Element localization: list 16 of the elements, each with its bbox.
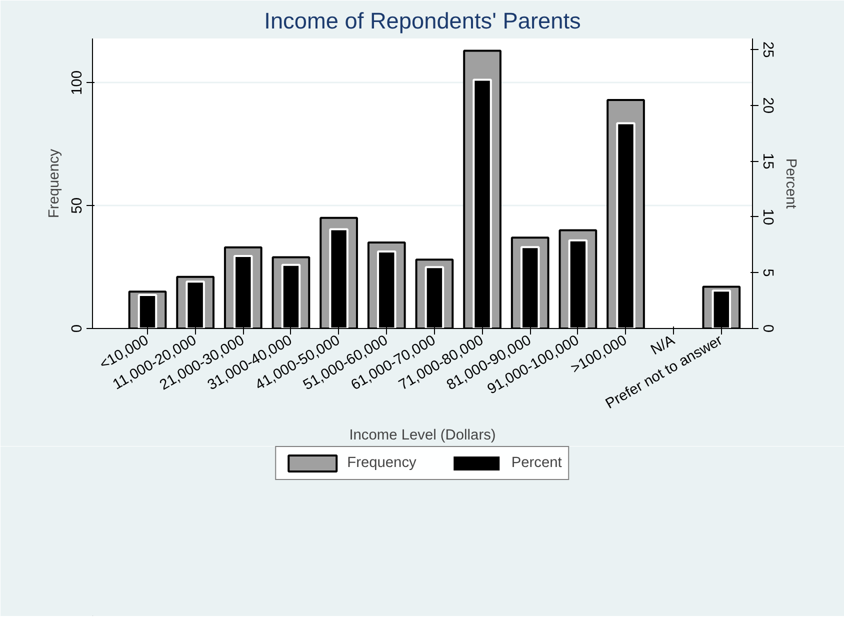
y-axis-title: Frequency: [46, 148, 62, 218]
x-tick-label: N/A: [648, 332, 678, 359]
y2-axis-title: Percent: [782, 158, 798, 209]
y-tick-label: 50: [70, 197, 86, 214]
y2-tick-label: 0: [760, 324, 776, 333]
legend-label: Frequency: [347, 455, 416, 471]
y2-tick-label: 5: [760, 268, 776, 277]
y2-tick-label: 20: [760, 97, 776, 114]
x-axis-title: Income Level (Dollars): [349, 427, 496, 444]
y2-tick-label: 25: [760, 42, 776, 58]
y-tick-label: 0: [70, 324, 86, 333]
chart-title: Income of Repondents' Parents: [264, 8, 581, 34]
y2-tick-label: 10: [760, 208, 776, 226]
y-tick-label: 100: [70, 70, 86, 95]
y2-tick-label: 15: [760, 153, 776, 170]
legend-label: Percent: [511, 455, 562, 471]
